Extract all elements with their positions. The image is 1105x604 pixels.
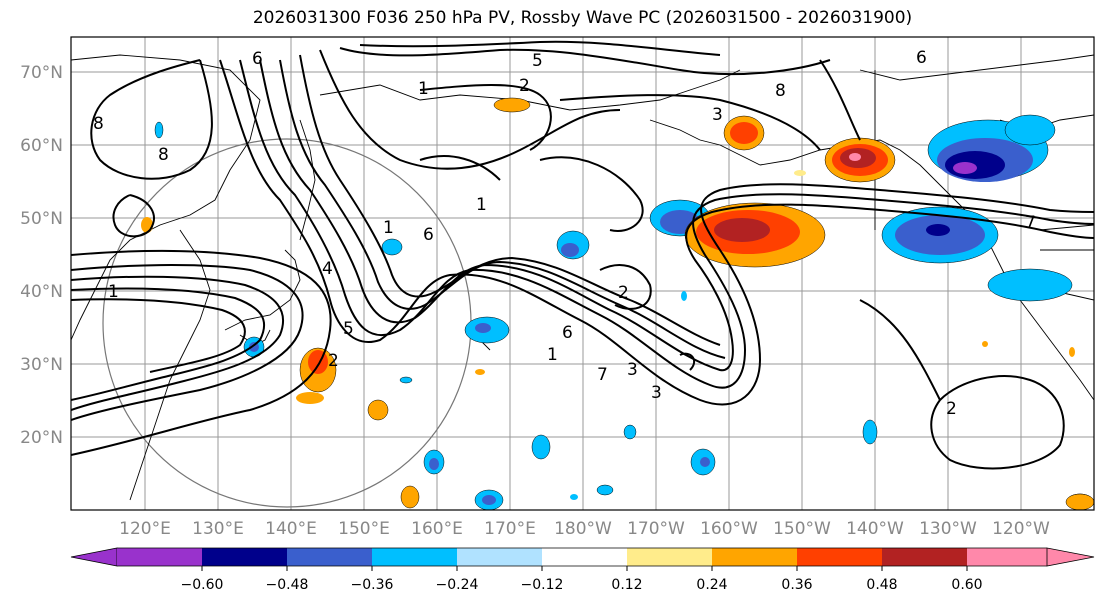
lon-label: 140°E [265, 519, 317, 539]
colorbar-extend-left [70, 547, 118, 567]
colorbar-segment [457, 548, 543, 566]
colorbar-tick-label: −0.48 [266, 577, 309, 593]
colorbar-segment [542, 548, 628, 566]
lon-label: 170°E [484, 519, 536, 539]
lon-label: 130°E [192, 519, 244, 539]
colorbar-tick-label: 0.36 [781, 577, 812, 593]
contour-label: 2 [328, 351, 339, 371]
contour-label: 1 [547, 345, 558, 365]
lon-label: 120°E [119, 519, 171, 539]
contour-label: 8 [775, 81, 786, 101]
colorbar-ticks [201, 566, 968, 571]
map-title: 2026031300 F036 250 hPa PV, Rossby Wave … [252, 8, 913, 28]
contour-label: 6 [916, 48, 927, 68]
latitude-labels: 70°N 60°N 50°N 40°N 30°N 20°N [20, 63, 63, 448]
lon-label: 160°W [700, 519, 758, 539]
lat-label: 40°N [20, 282, 63, 302]
contour-label: 5 [532, 51, 543, 71]
contour-label: 8 [93, 114, 104, 134]
colorbar: −0.60 −0.48 −0.36 −0.24 −0.12 0.12 0.24 … [70, 547, 1095, 593]
lon-label: 120°W [992, 519, 1050, 539]
colorbar-tick-label: −0.60 [181, 577, 224, 593]
lon-label: 130°W [919, 519, 977, 539]
colorbar-segment [797, 548, 883, 566]
colorbar-segment [967, 548, 1047, 566]
lon-label: 150°W [773, 519, 831, 539]
lon-label: 140°W [846, 519, 904, 539]
lon-label: 150°E [338, 519, 390, 539]
colorbar-extend-right [1046, 547, 1095, 567]
contour-label: 7 [1025, 213, 1036, 233]
colorbar-segment [117, 548, 203, 566]
lat-label: 70°N [20, 63, 63, 83]
contour-label: 1 [418, 79, 429, 99]
contour-label: 3 [627, 360, 638, 380]
lon-label: 170°W [627, 519, 685, 539]
contour-label: 1 [476, 195, 487, 215]
contour-label: 6 [252, 49, 263, 69]
contour-label: 6 [423, 225, 434, 245]
contour-label: 4 [322, 259, 333, 279]
contour-label: 2 [519, 76, 530, 96]
colorbar-tick-label: −0.24 [436, 577, 479, 593]
colorbar-segment [712, 548, 798, 566]
colorbar-tick-label: 0.12 [611, 577, 642, 593]
longitude-labels: 120°E 130°E 140°E 150°E 160°E 170°E 180°… [119, 519, 1050, 539]
contour-label: 6 [562, 323, 573, 343]
colorbar-tick-label: 0.48 [866, 577, 897, 593]
colorbar-tick-label: 0.60 [951, 577, 982, 593]
pv-contours [71, 40, 1094, 470]
colorbar-segment [202, 548, 288, 566]
lon-label: 160°E [411, 519, 463, 539]
contour-labels: 1 1 1 1 2 2 2 3 3 5 5 6 6 6 6 7 8 8 1 4 … [93, 48, 1036, 419]
contour-label: 2 [946, 399, 957, 419]
lat-label: 60°N [20, 136, 63, 156]
contour-label: 3 [712, 105, 723, 125]
colorbar-segment [372, 548, 458, 566]
colorbar-tick-label: −0.12 [521, 577, 564, 593]
colorbar-tick-label: 0.24 [696, 577, 727, 593]
colorbar-segment [287, 548, 373, 566]
pv-anomaly-shading [141, 97, 1094, 510]
contour-label: 5 [343, 319, 354, 339]
contour-label: 1 [383, 218, 394, 238]
colorbar-tick-label: −0.36 [351, 577, 394, 593]
contour-label: 2 [618, 283, 629, 303]
lat-label: 20°N [20, 428, 63, 448]
contour-label: 3 [651, 383, 662, 403]
contour-label: 7 [597, 365, 608, 385]
lat-label: 30°N [20, 355, 63, 375]
colorbar-segment [627, 548, 713, 566]
colorbar-segment [882, 548, 968, 566]
plot-border [70, 36, 1095, 511]
lon-label: 180°W [554, 519, 612, 539]
lat-label: 50°N [20, 209, 63, 229]
contour-label: 1 [108, 282, 119, 302]
contour-label: 8 [158, 145, 169, 165]
